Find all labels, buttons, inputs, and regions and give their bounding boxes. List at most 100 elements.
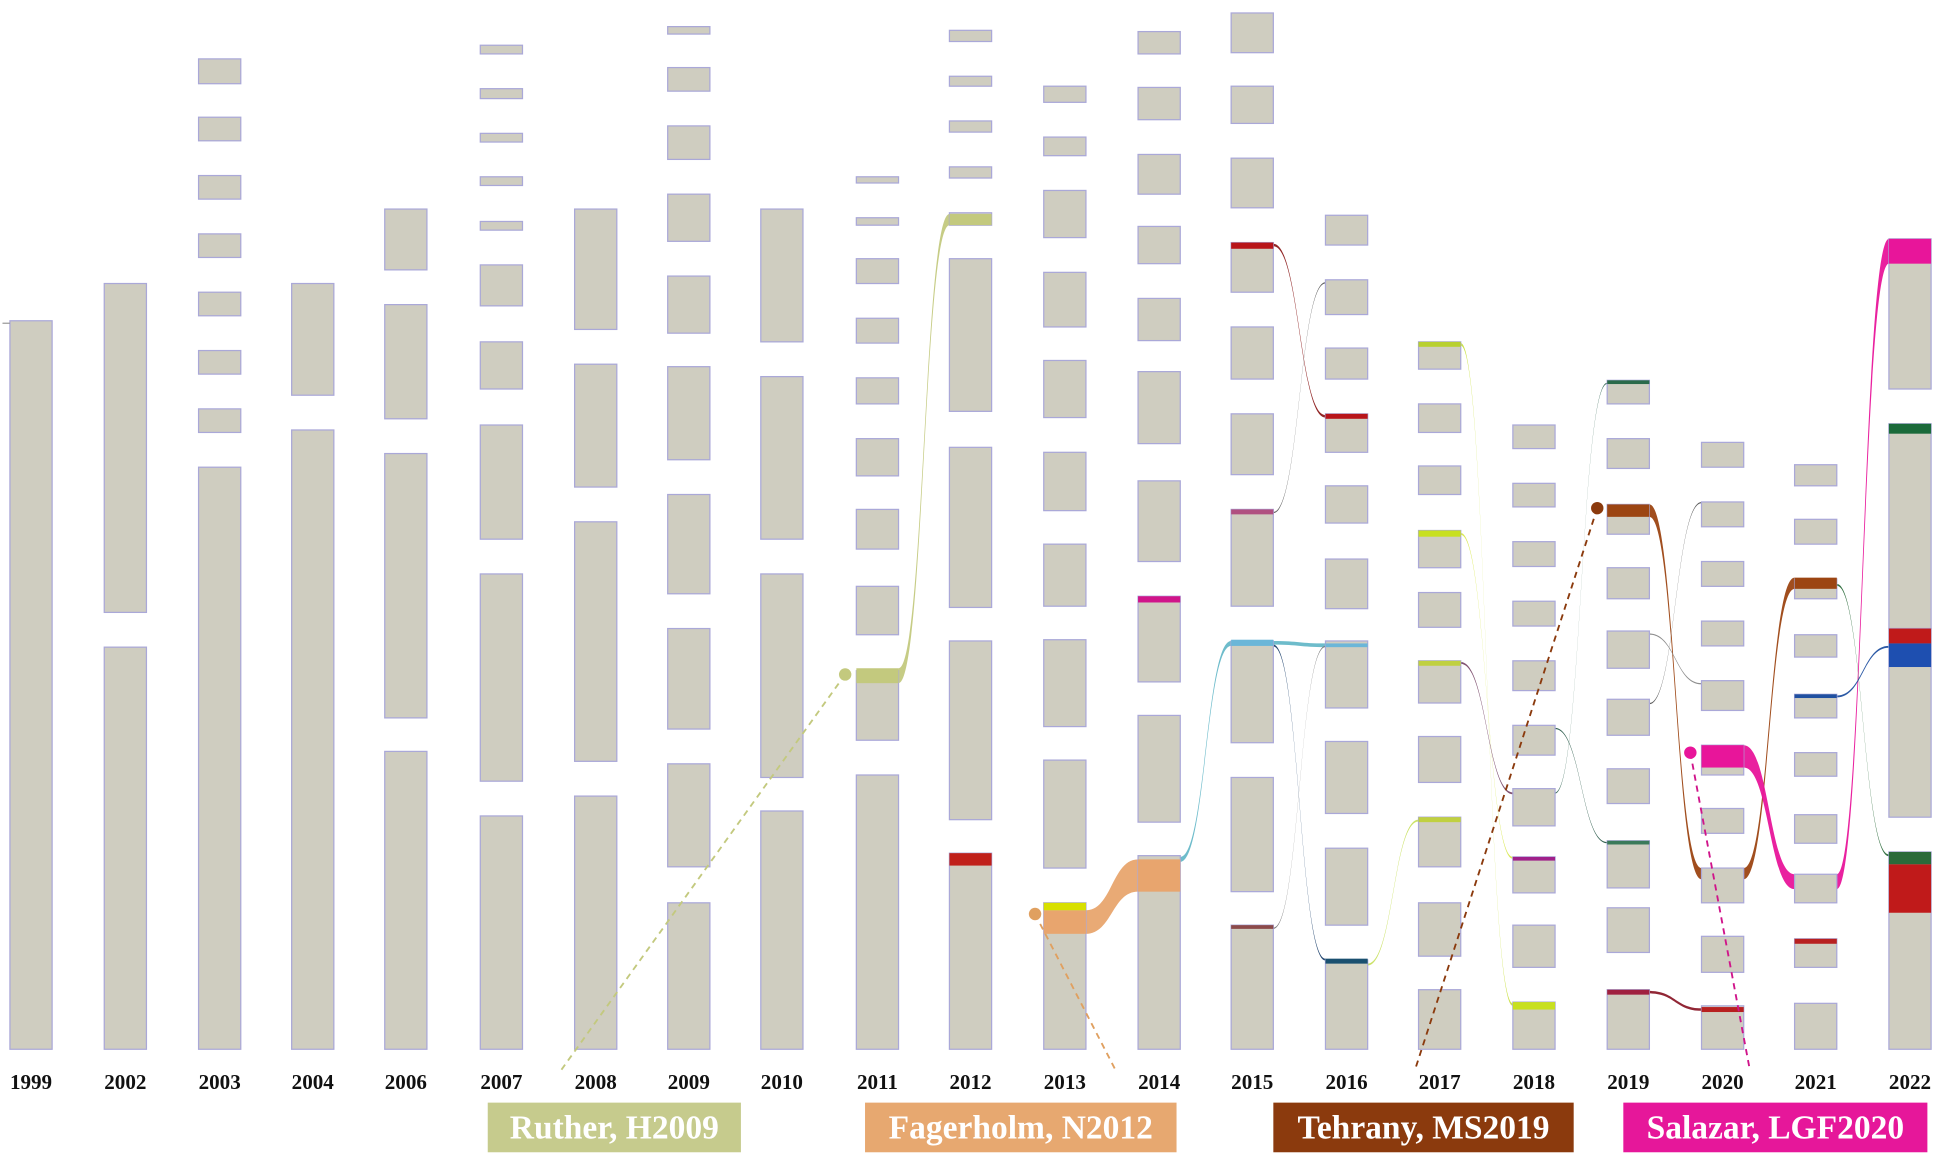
block [667, 66, 711, 92]
year-label: 2021 [1795, 1070, 1837, 1094]
block [479, 264, 524, 307]
flow-segment [856, 668, 899, 684]
flow-segment [1231, 925, 1274, 929]
flow-segment [1325, 643, 1368, 648]
block [1137, 86, 1181, 121]
flow-segment [1138, 859, 1181, 892]
block [384, 208, 428, 271]
block [760, 375, 804, 540]
year-label: 2014 [1138, 1070, 1181, 1094]
leader-line [560, 673, 846, 1071]
block [855, 508, 900, 550]
block [667, 366, 711, 461]
flow-line [1460, 343, 1513, 1006]
year-label: 2010 [761, 1070, 803, 1094]
year-label: 2017 [1419, 1070, 1462, 1094]
flow-line [1460, 532, 1513, 859]
reference-label: Tehrany, MS2019 [1298, 1110, 1550, 1147]
block [855, 438, 900, 477]
block [1417, 403, 1462, 434]
block [1793, 752, 1838, 777]
block [1512, 424, 1556, 450]
block [1793, 464, 1838, 487]
flow-segment [1418, 530, 1461, 537]
flow-line [1273, 644, 1326, 961]
flow-line [1836, 645, 1889, 698]
flow-line [1649, 633, 1702, 685]
block [1417, 465, 1462, 496]
block [1324, 347, 1369, 380]
block [1700, 441, 1745, 468]
flow-segment [1043, 910, 1086, 934]
block [1230, 157, 1274, 209]
flow-segment [1607, 380, 1650, 385]
block [384, 750, 428, 1050]
flow-line [1273, 243, 1326, 418]
flow-salazar [1743, 745, 1795, 890]
block [479, 176, 524, 187]
flow-line [1273, 645, 1326, 929]
reference-label: Ruther, H2009 [510, 1110, 719, 1147]
year-label: 2022 [1889, 1070, 1931, 1094]
year-label: 2018 [1513, 1070, 1555, 1094]
block [197, 116, 242, 142]
block [1043, 359, 1087, 419]
block [667, 26, 711, 35]
flow-segment [949, 853, 992, 866]
flows [898, 214, 1889, 1011]
block [197, 58, 242, 85]
block [1700, 560, 1745, 587]
flow-start-dot [838, 668, 852, 681]
block [948, 852, 993, 1050]
block [291, 429, 335, 1050]
flow-start-dot [1684, 746, 1697, 759]
flow-segment [1512, 1002, 1556, 1010]
block [1324, 959, 1369, 1050]
highlights [560, 214, 1932, 1074]
flow-segment [1138, 596, 1181, 603]
year-label: 2016 [1325, 1070, 1367, 1094]
block [103, 646, 148, 1050]
block [384, 304, 428, 420]
block [1512, 1001, 1556, 1050]
flow-segment [1794, 577, 1837, 589]
block [948, 29, 993, 43]
reference-box [1623, 1102, 1928, 1153]
year-label: 2009 [668, 1070, 710, 1094]
block [667, 193, 711, 242]
flow-tehrany [1743, 577, 1795, 880]
year-label: 2002 [104, 1070, 146, 1094]
block [479, 88, 524, 100]
block [1043, 271, 1087, 328]
block [1230, 241, 1274, 293]
labels: 1999 2002 2003 2004 2006 2007 2008 2009 2010 2011… [2, 322, 1931, 1153]
year-label: 2015 [1231, 1070, 1273, 1094]
block [103, 282, 148, 614]
flow-line [1460, 662, 1513, 795]
block [1137, 153, 1181, 195]
year-label: 2019 [1607, 1070, 1649, 1094]
flow-line [1273, 282, 1326, 514]
block [1512, 924, 1556, 968]
block [1137, 595, 1181, 683]
flow-ruther [898, 214, 950, 684]
block [1043, 543, 1087, 607]
block [1512, 660, 1556, 692]
flow-segment [1607, 840, 1650, 845]
block [573, 208, 618, 331]
reference-box [487, 1102, 741, 1153]
block [1324, 558, 1369, 610]
block [1324, 847, 1369, 926]
flow-line [1367, 819, 1419, 966]
block [1793, 634, 1838, 658]
block [197, 349, 242, 375]
block [948, 446, 993, 609]
block [1417, 989, 1462, 1050]
flow-segment [1888, 851, 1932, 865]
flow-segment [1418, 341, 1461, 347]
block [1793, 873, 1838, 904]
block [1417, 816, 1462, 868]
block [1137, 30, 1181, 55]
block [1137, 480, 1181, 563]
block [1793, 518, 1838, 545]
